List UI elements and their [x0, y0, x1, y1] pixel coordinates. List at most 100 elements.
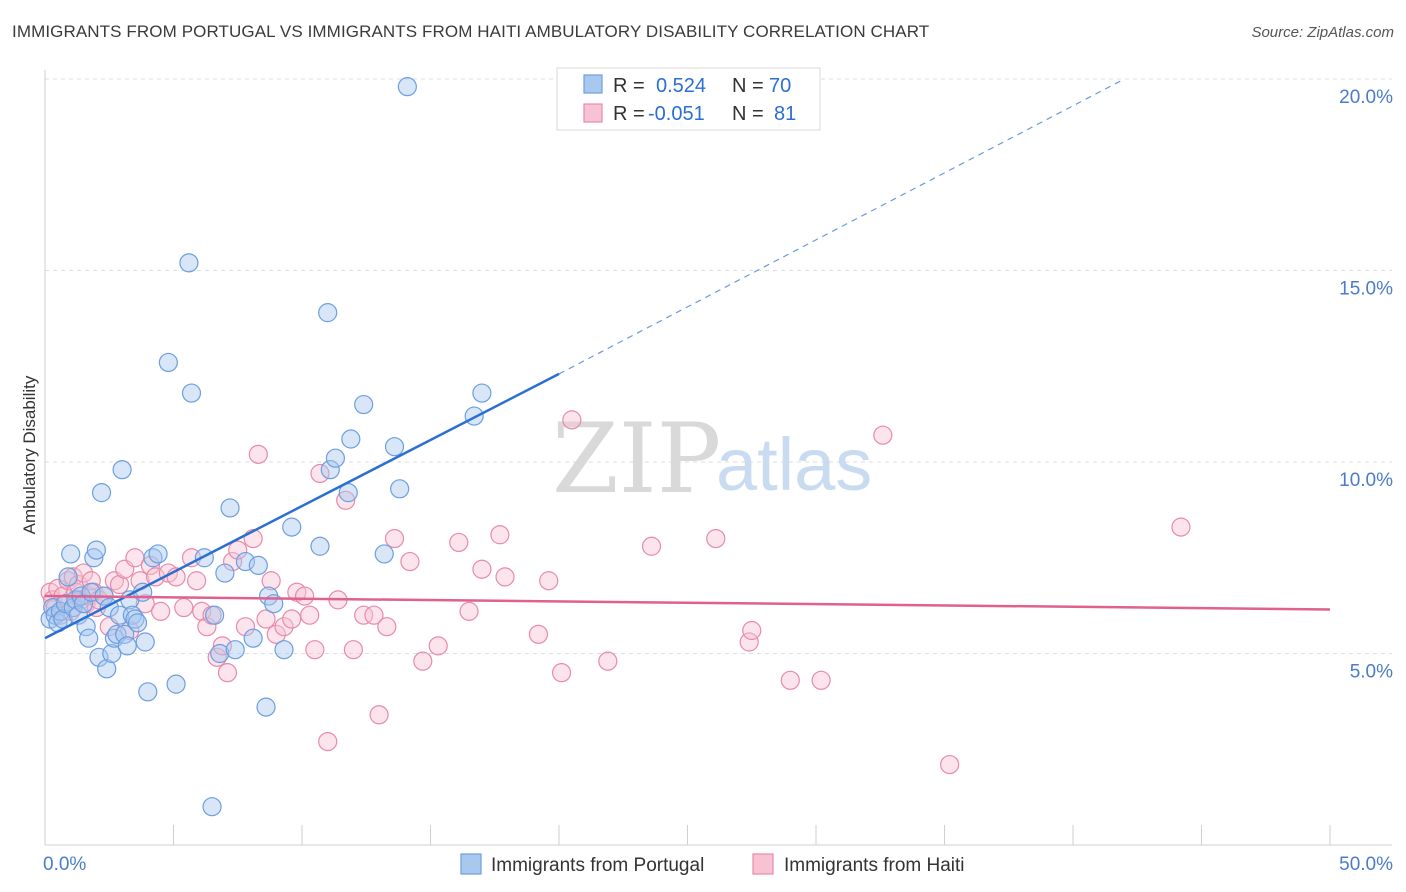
portugal-point-45	[202, 797, 222, 817]
legend-r-value-portugal: 0.524	[656, 75, 706, 97]
haiti-point-36	[187, 571, 207, 591]
portugal-point-40	[158, 352, 178, 373]
haiti-point-23	[109, 574, 130, 595]
portugal-trend-extension	[558, 78, 1125, 375]
legend-n-label-portugal: N =	[732, 75, 764, 97]
portugal-point-50	[225, 640, 245, 660]
legend-n-value-portugal: 70	[769, 75, 791, 97]
x-tick-label-0: 0.0%	[43, 854, 86, 875]
portugal-point-29	[115, 624, 135, 644]
portugal-point-39	[148, 544, 168, 564]
haiti-point-67	[413, 651, 433, 671]
haiti-point-47	[248, 444, 268, 464]
haiti-point-49	[261, 571, 281, 591]
haiti-point-85	[873, 425, 893, 445]
legend-swatch-portugal	[583, 74, 603, 94]
y-axis-label: Ambulatory Disability	[20, 375, 39, 534]
x-tick-labels: 0.0% 50.0%	[43, 854, 1393, 875]
portugal-point-38	[143, 548, 163, 568]
portugal-point-57	[274, 640, 294, 660]
portugal-point-51	[235, 551, 256, 572]
portugal-trend-line	[44, 372, 560, 640]
y-tick-label-0: 5.0%	[1350, 662, 1393, 683]
haiti-point-44	[228, 540, 248, 560]
grid-lines	[45, 78, 1392, 654]
haiti-point-71	[472, 559, 492, 579]
haiti-point-69	[449, 532, 469, 553]
portugal-point-37	[138, 682, 158, 702]
portugal-point-47	[210, 643, 230, 664]
legend-n-value-haiti: 81	[774, 103, 796, 125]
portugal-point-22	[97, 659, 117, 679]
portugal-point-42	[179, 253, 199, 273]
haiti-point-34	[174, 597, 194, 618]
haiti-points	[40, 410, 1191, 775]
portugal-point-58	[282, 517, 302, 537]
legend-r-label-portugal: R =	[613, 75, 645, 97]
haiti-point-41	[212, 636, 232, 656]
haiti-point-77	[562, 410, 582, 430]
portugal-point-62	[325, 448, 346, 468]
portugal-point-7	[58, 567, 78, 587]
haiti-point-63	[364, 605, 384, 625]
haiti-point-70	[459, 601, 479, 621]
bottom-legend: Immigrants from Portugal Immigrants from…	[460, 853, 965, 876]
portugal-point-66	[374, 544, 394, 564]
portugal-point-30	[117, 636, 137, 656]
portugal-point-18	[86, 540, 107, 560]
portugal-point-43	[181, 383, 202, 403]
haiti-point-13	[73, 563, 94, 583]
portugal-point-52	[243, 628, 263, 648]
trend-lines	[44, 78, 1331, 640]
y-tick-label-1: 10.0%	[1339, 470, 1393, 491]
portugal-points	[40, 77, 492, 817]
haiti-point-80	[706, 528, 726, 549]
portugal-point-24	[102, 643, 122, 664]
portugal-point-36	[135, 632, 155, 652]
haiti-point-45	[235, 617, 256, 637]
legend-n-label-haiti: N =	[732, 103, 764, 125]
chart-source: Source: ZipAtlas.com	[1251, 24, 1394, 41]
haiti-point-82	[742, 620, 762, 641]
haiti-point-73	[495, 567, 515, 587]
haiti-point-76	[551, 663, 572, 683]
haiti-point-16	[81, 571, 101, 591]
portugal-point-8	[61, 544, 81, 564]
legend-swatch-haiti	[583, 103, 603, 123]
x-tick-label-1: 50.0%	[1339, 854, 1393, 875]
watermark-atlas: atlas	[716, 423, 872, 506]
haiti-point-37	[192, 601, 212, 621]
portugal-point-48	[215, 563, 235, 583]
haiti-point-68	[428, 636, 448, 656]
portugal-point-46	[205, 605, 225, 625]
portugal-point-61	[320, 460, 340, 480]
haiti-point-86	[940, 754, 960, 775]
haiti-point-52	[282, 609, 302, 629]
haiti-point-81	[739, 632, 759, 652]
y-tick-label-2: 15.0%	[1339, 279, 1393, 300]
portugal-point-34	[127, 613, 148, 633]
y-tick-labels: 5.0% 10.0% 15.0% 20.0%	[1339, 87, 1393, 683]
haiti-point-61	[343, 640, 363, 660]
haiti-point-83	[780, 670, 800, 690]
legend-box: R = 0.524 N = 70 R = -0.051 N = 81	[556, 67, 821, 131]
haiti-point-55	[300, 605, 320, 625]
portugal-point-41	[166, 674, 186, 694]
portugal-point-53	[248, 555, 268, 576]
portugal-point-49	[220, 498, 240, 518]
haiti-point-48	[256, 609, 276, 629]
portugal-point-64	[341, 429, 361, 449]
haiti-point-56	[305, 640, 325, 660]
bottom-legend-label-haiti: Immigrants from Haiti	[784, 855, 965, 876]
portugal-point-17	[84, 548, 104, 568]
portugal-point-60	[318, 303, 338, 323]
portugal-point-20	[91, 483, 112, 503]
portugal-point-70	[464, 406, 484, 426]
haiti-point-62	[354, 605, 374, 625]
portugal-point-15	[79, 628, 99, 648]
haiti-point-50	[266, 624, 286, 644]
portugal-point-59	[310, 536, 330, 556]
haiti-point-57	[310, 463, 330, 484]
haiti-point-64	[377, 617, 397, 637]
